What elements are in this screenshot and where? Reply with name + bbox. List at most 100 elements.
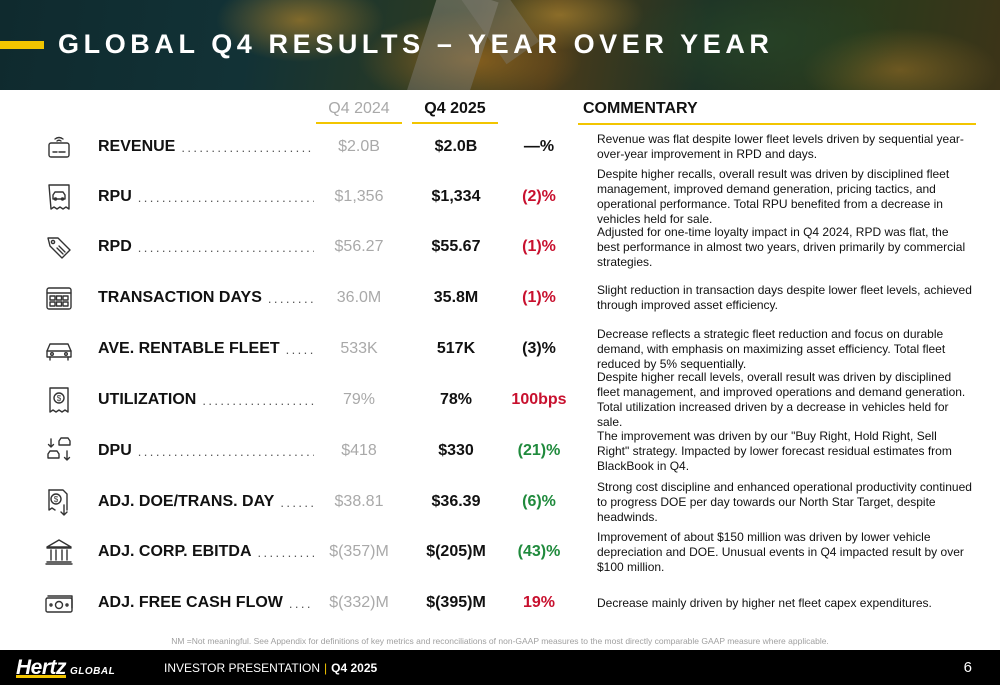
value-q4-2024: $1,356 [334, 188, 384, 205]
column-header-q4-2024: Q4 2024 [316, 100, 402, 124]
column-underline [316, 122, 402, 124]
svg-text:$: $ [57, 394, 62, 403]
leader-dots: ........................................… [137, 443, 314, 459]
value-q4-2025: 517K [436, 340, 476, 357]
value-q4-2025: $2.0B [434, 138, 478, 155]
footer-presentation: INVESTOR PRESENTATION [164, 661, 321, 675]
change-value: (2)% [522, 188, 556, 205]
table-row: ADJ. CORP. EBITDA.......................… [0, 527, 1000, 577]
table-row: $ UTILIZATION............................… [0, 370, 1000, 429]
header-banner: GLOBAL Q4 RESULTS – YEAR OVER YEAR [0, 0, 1000, 90]
footer-separator: | [324, 661, 328, 675]
metric-label-text: ADJ. CORP. EBITDA [98, 543, 252, 560]
column-header-q4-2025-label: Q4 2025 [424, 100, 486, 117]
change-value: (6)% [522, 493, 556, 510]
price-tag-icon [42, 230, 76, 264]
commentary-text: Decrease reflects a strategic fleet redu… [597, 324, 972, 374]
metric-label: ADJ. DOE/TRANS. DAY.....................… [98, 477, 314, 527]
page-number: 6 [963, 659, 972, 676]
commentary-text: Improvement of about $150 million was dr… [597, 527, 972, 577]
change-value: (1)% [522, 238, 556, 255]
table-row: ADJ. FREE CASH FLOW.....................… [0, 578, 1000, 628]
value-q4-2025: $(205)M [426, 543, 486, 560]
commentary-text: Adjusted for one-time loyalty impact in … [597, 222, 972, 272]
commentary-text-content: Strong cost discipline and enhanced oper… [597, 479, 972, 524]
column-header-commentary: COMMENTARY [583, 100, 698, 117]
dollar-down-receipt-icon: $ [42, 485, 76, 519]
car-exchange-icon [42, 434, 76, 468]
metric-label-text: UTILIZATION [98, 391, 197, 408]
leader-dots: ........................................… [280, 494, 314, 510]
metric-label: TRANSACTION DAYS........................… [98, 273, 314, 323]
leader-dots: ........................................… [137, 239, 314, 255]
commentary-text: Despite higher recall levels, overall re… [597, 370, 972, 429]
leader-dots: ........................................… [181, 139, 314, 155]
metric-label-text: RPU [98, 188, 132, 205]
value-q4-2025: 78% [439, 391, 473, 408]
value-q4-2024: $418 [341, 442, 377, 459]
change-value: 19% [522, 594, 556, 611]
metric-label: ADJ. CORP. EBITDA.......................… [98, 527, 314, 577]
logo-underline [16, 675, 67, 678]
commentary-text: Strong cost discipline and enhanced oper… [597, 477, 972, 527]
metric-label: DPU.....................................… [98, 426, 314, 476]
cash-bill-icon [42, 586, 76, 620]
metric-label: RPD.....................................… [98, 222, 314, 272]
value-q4-2025: 35.8M [433, 289, 479, 306]
value-q4-2024: $2.0B [338, 138, 380, 155]
svg-text:$: $ [54, 495, 59, 504]
calendar-icon [42, 281, 76, 315]
commentary-underline [578, 123, 976, 125]
table-row: RPU.....................................… [0, 167, 1000, 226]
hertz-logo: Hertz GLOBAL [16, 656, 115, 680]
car-front-icon [42, 332, 76, 366]
commentary-text-content: Despite higher recalls, overall result w… [597, 167, 950, 226]
logo-wordmark: Hertz [16, 656, 67, 679]
commentary-text: Revenue was flat despite lower fleet lev… [597, 122, 972, 172]
table-row: $ ADJ. DOE/TRANS. DAY....................… [0, 477, 1000, 527]
column-underline [412, 122, 498, 124]
leader-dots: ........................................… [288, 595, 314, 611]
commentary-text-content: Improvement of about $150 million was dr… [597, 529, 964, 574]
value-q4-2025: $55.67 [431, 238, 481, 255]
value-q4-2024: $56.27 [334, 238, 384, 255]
footer-bar: Hertz GLOBAL INVESTOR PRESENTATION | Q4 202… [0, 650, 1000, 685]
logo-sub-text: GLOBAL [70, 666, 116, 677]
leader-dots: ........................................… [137, 189, 314, 205]
metric-label: UTILIZATION.............................… [98, 375, 314, 425]
table-row: RPD.....................................… [0, 222, 1000, 272]
commentary-text-content: Decrease mainly driven by higher net fle… [597, 595, 932, 610]
table-row: DPU.....................................… [0, 426, 1000, 476]
footer-caption: INVESTOR PRESENTATION | Q4 2025 [164, 661, 377, 675]
change-value: (3)% [522, 340, 556, 357]
metric-label: REVENUE.................................… [98, 122, 314, 172]
commentary-text: Despite higher recalls, overall result w… [597, 167, 972, 226]
commentary-text-content: Despite higher recall levels, overall re… [597, 370, 966, 429]
value-q4-2025: $36.39 [431, 493, 481, 510]
metric-label-text: TRANSACTION DAYS [98, 289, 262, 306]
bank-icon [42, 535, 76, 569]
footnote: NM =Not meaningful. See Appendix for def… [171, 636, 829, 646]
car-receipt-icon [42, 180, 76, 214]
change-value: 100bps [511, 391, 567, 408]
table-row: TRANSACTION DAYS........................… [0, 273, 1000, 323]
leader-dots: ........................................… [267, 290, 314, 306]
change-value: (43)% [517, 543, 561, 560]
page-title: GLOBAL Q4 RESULTS – YEAR OVER YEAR [58, 29, 774, 59]
commentary-text-content: Adjusted for one-time loyalty impact in … [597, 224, 966, 269]
commentary-text-content: Revenue was flat despite lower fleet lev… [597, 132, 964, 161]
metric-label: RPU.....................................… [98, 172, 314, 222]
column-header-q4-2025: Q4 2025 [412, 100, 498, 124]
footer-quarter: Q4 2025 [331, 661, 378, 675]
leader-dots: ........................................… [257, 544, 314, 560]
change-value: (1)% [522, 289, 556, 306]
value-q4-2024: $(357)M [329, 543, 389, 560]
leader-dots: ........................................… [202, 392, 314, 408]
value-q4-2025: $1,334 [431, 188, 481, 205]
column-header-q4-2024-label: Q4 2024 [328, 100, 390, 117]
commentary-text-content: The improvement was driven by our "Buy R… [597, 428, 952, 473]
value-q4-2024: 533K [340, 340, 378, 357]
metric-label-text: DPU [98, 442, 132, 459]
metric-label: ADJ. FREE CASH FLOW.....................… [98, 578, 314, 628]
table-row: AVE. RENTABLE FLEET.....................… [0, 324, 1000, 374]
